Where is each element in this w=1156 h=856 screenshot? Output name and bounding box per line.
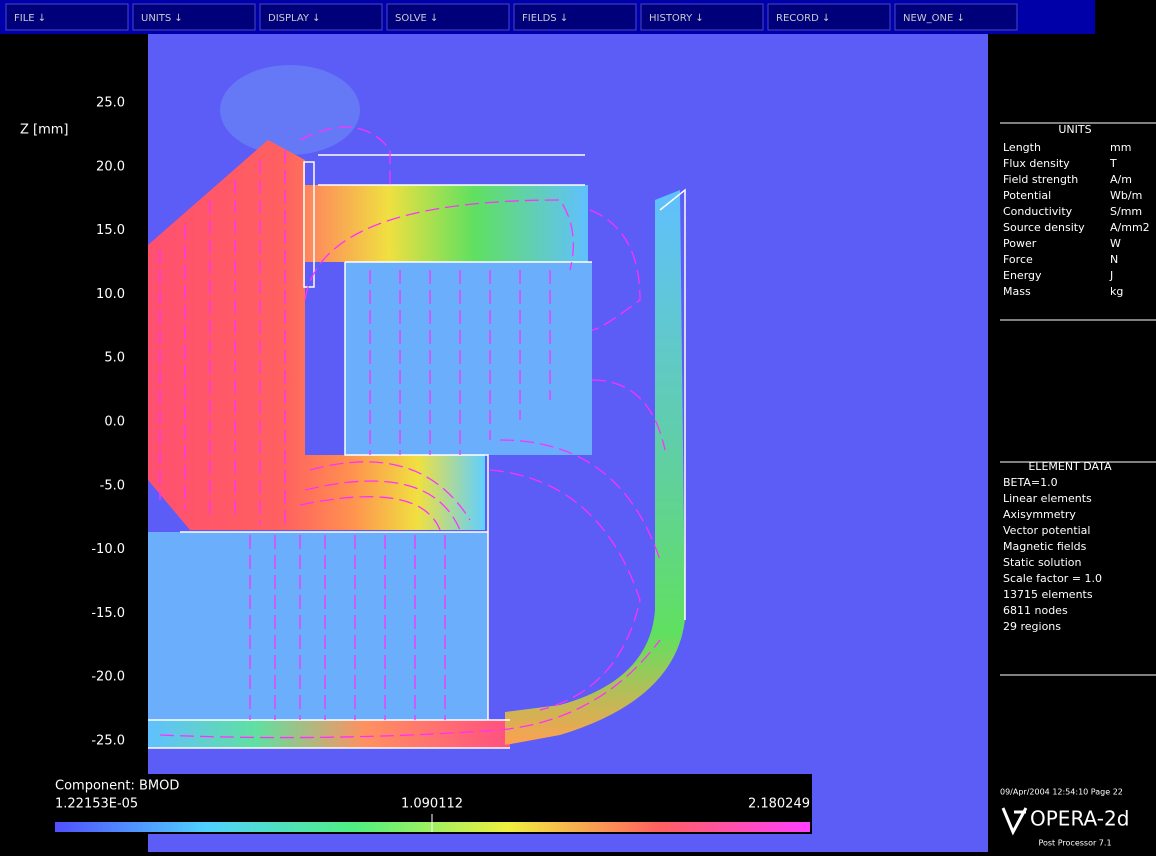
colorbar-title: Component: BMOD [55, 779, 179, 794]
element-line: Static solution [1003, 556, 1082, 569]
y-tick-label: 5.0 [104, 351, 125, 366]
y-tick-label: 25.0 [96, 96, 125, 111]
toolbar-button[interactable]: HISTORY ↓ [641, 4, 763, 30]
button-label[interactable]: UNITS ↓ [141, 13, 183, 24]
product-name: OPERA-2d [1030, 807, 1129, 831]
button-label[interactable]: HISTORY ↓ [649, 13, 704, 24]
element-line: Scale factor = 1.0 [1003, 572, 1102, 585]
unit-name: Field strength [1003, 173, 1078, 186]
colorbar-min: 1.22153E-05 [55, 797, 138, 812]
toolbar-end [1095, 0, 1156, 34]
element-line: Linear elements [1003, 492, 1092, 505]
button-label[interactable]: FILE ↓ [14, 13, 46, 24]
unit-name: Mass [1003, 285, 1031, 298]
lower-block [148, 532, 488, 720]
opera-window: FILE ↓ UNITS ↓ DISPLAY ↓ SOLVE ↓ FIELDS ↓ HIS… [0, 0, 1156, 852]
unit-name: Conductivity [1003, 205, 1073, 218]
unit-value: W [1110, 237, 1121, 250]
element-line: Axisymmetry [1003, 508, 1076, 521]
unit-value: S/mm [1110, 205, 1142, 218]
element-line: 13715 elements [1003, 588, 1093, 601]
element-line: 6811 nodes [1003, 604, 1068, 617]
unit-value: A/mm2 [1110, 221, 1150, 234]
version: Post Processor 7.1 [1038, 839, 1111, 848]
colorbar-max: 2.180249 [748, 797, 810, 812]
button-label[interactable]: RECORD ↓ [776, 13, 830, 24]
y-tick-label: 20.0 [96, 159, 125, 174]
axis-label: Z [mm] [20, 123, 69, 138]
y-tick-label: 15.0 [96, 223, 125, 238]
toolbar-button[interactable]: FILE ↓ [6, 4, 128, 30]
unit-value: N [1110, 253, 1118, 266]
top-bar [303, 185, 588, 262]
unit-value: J [1109, 269, 1113, 282]
toolbar-button[interactable]: DISPLAY ↓ [260, 4, 382, 30]
unit-value: T [1109, 157, 1117, 170]
page: FILE ↓ UNITS ↓ DISPLAY ↓ SOLVE ↓ FIELDS ↓ HIS… [0, 0, 1156, 852]
unit-name: Power [1003, 237, 1037, 250]
unit-name: Source density [1003, 221, 1085, 234]
timestamp: 09/Apr/2004 12:54:10 Page 22 [1000, 788, 1123, 797]
unit-name: Potential [1003, 189, 1051, 202]
button-label[interactable]: FIELDS ↓ [522, 13, 568, 24]
button-label[interactable]: NEW_ONE ↓ [903, 13, 965, 24]
bottom-strip [148, 720, 510, 748]
axis-panel [0, 34, 148, 852]
element-line: BETA=1.0 [1003, 476, 1058, 489]
unit-name: Length [1003, 141, 1041, 154]
units-title: UNITS [1058, 123, 1091, 136]
element-line: Vector potential [1003, 524, 1090, 537]
toolbar-button[interactable]: RECORD ↓ [768, 4, 890, 30]
y-tick-label: -25.0 [91, 734, 125, 749]
unit-value: kg [1110, 285, 1123, 298]
element-title: ELEMENT DATA [1028, 460, 1112, 473]
toolbar-button[interactable]: NEW_ONE ↓ [895, 4, 1017, 30]
y-tick-label: 10.0 [96, 287, 125, 302]
unit-name: Energy [1003, 269, 1042, 282]
button-label[interactable]: SOLVE ↓ [395, 13, 438, 24]
unit-value: Wb/m [1110, 189, 1142, 202]
unit-name: Force [1003, 253, 1033, 266]
halo [220, 65, 360, 155]
unit-name: Flux density [1003, 157, 1070, 170]
colorbar-mid: 1.090112 [401, 797, 463, 812]
unit-value: A/m [1110, 173, 1132, 186]
y-tick-label: -5.0 [100, 478, 125, 493]
element-line: Magnetic fields [1003, 540, 1087, 553]
toolbar-button[interactable]: SOLVE ↓ [387, 4, 509, 30]
y-tick-label: 0.0 [104, 415, 125, 430]
y-tick-label: -20.0 [91, 670, 125, 685]
button-label[interactable]: DISPLAY ↓ [268, 13, 321, 24]
element-line: 29 regions [1003, 620, 1061, 633]
unit-value: mm [1110, 141, 1131, 154]
toolbar-button[interactable]: UNITS ↓ [133, 4, 255, 30]
inner-block [345, 262, 592, 455]
y-tick-label: -10.0 [91, 542, 125, 557]
y-tick-label: -15.0 [91, 606, 125, 621]
toolbar-button[interactable]: FIELDS ↓ [514, 4, 636, 30]
